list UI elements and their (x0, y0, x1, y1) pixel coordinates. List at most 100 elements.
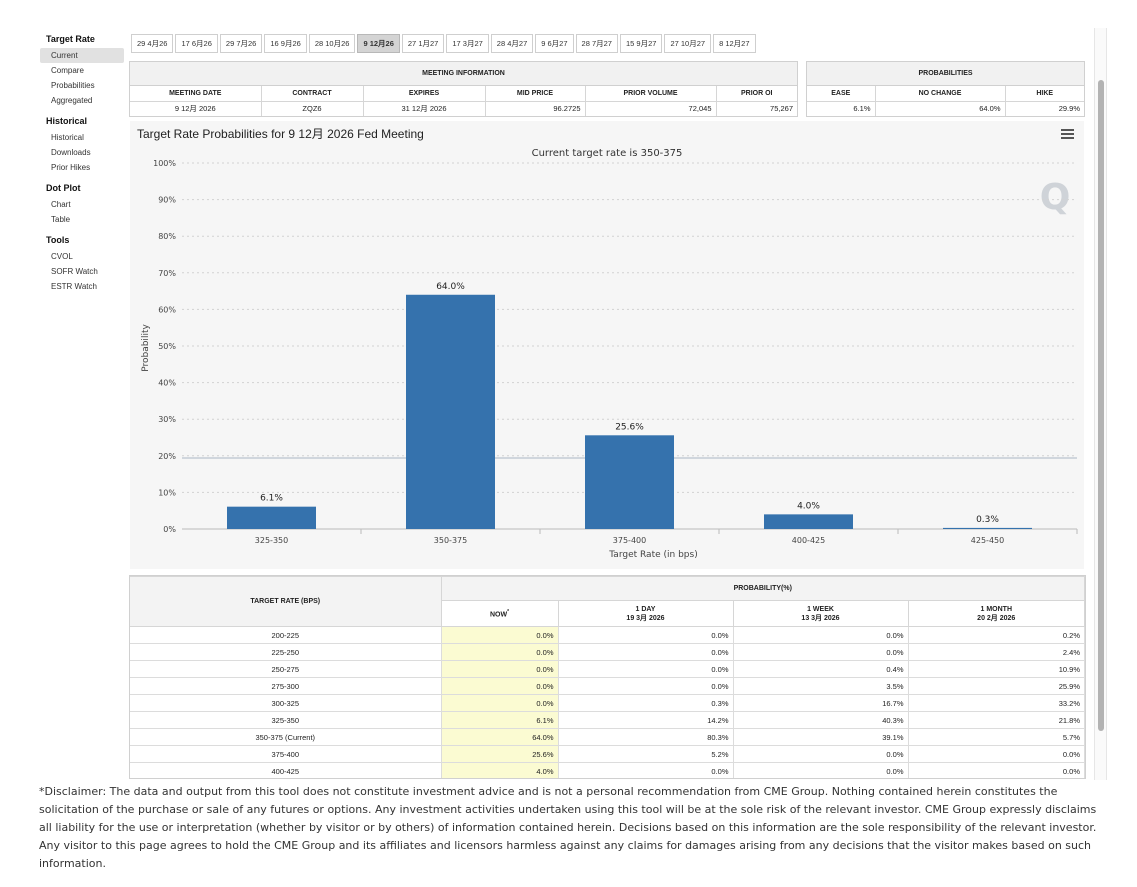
table-row: 400-425 4.0% 0.0% 0.0% 0.0% (130, 762, 1085, 778)
rate-cell: 225-250 (130, 643, 442, 661)
probabilities-panel: PROBABILITIES EASE NO CHANGE HIKE 6.1% 6… (806, 61, 1085, 117)
ease-header: EASE (807, 86, 876, 102)
one-month-cell: 0.0% (907, 745, 1085, 763)
bar (585, 435, 674, 529)
contract-header: CONTRACT (260, 86, 364, 102)
y-tick-label: 80% (158, 232, 176, 241)
one-month-cell: 10.9% (907, 660, 1085, 678)
one-day-cell: 0.0% (557, 660, 734, 678)
now-cell: 0.0% (440, 677, 559, 695)
one-day-cell: 14.2% (557, 711, 734, 729)
meeting-date-tab[interactable]: 28 4月27 (490, 34, 534, 53)
table-row: 350-375 (Current) 64.0% 80.3% 39.1% 5.7% (130, 728, 1085, 746)
one-month-cell: 0.2% (907, 626, 1085, 644)
sidebar-item-compare[interactable]: Compare (51, 66, 84, 75)
x-tick-label: 350-375 (434, 536, 467, 545)
one-month-cell: 0.0% (907, 762, 1085, 778)
disclaimer-text: *Disclaimer: The data and output from th… (39, 785, 1097, 870)
sidebar-item-probabilities[interactable]: Probabilities (51, 81, 95, 90)
one-day-cell: 0.3% (557, 694, 734, 712)
page-scrollbar[interactable] (1094, 28, 1107, 780)
meeting-date-tab[interactable]: 9 12月26 (357, 34, 400, 53)
one-month-cell: 25.9% (907, 677, 1085, 695)
meeting-date-tab[interactable]: 29 7月26 (219, 34, 263, 53)
sidebar-item-table[interactable]: Table (51, 215, 71, 224)
one-week-cell: 0.0% (732, 643, 909, 661)
one-week-cell: 0.0% (732, 626, 909, 644)
probability-column-header: PROBABILITY(%) (440, 576, 1085, 601)
meeting-date-tab[interactable]: 9 6月27 (535, 34, 574, 53)
y-tick-label: 40% (158, 379, 176, 388)
prior-oi-value: 75,267 (715, 100, 797, 116)
probabilities-title: PROBABILITIES (807, 62, 1084, 86)
sidebar-group: Dot Plot Chart Table (40, 183, 124, 227)
sidebar-item-prior-hikes[interactable]: Prior Hikes (51, 163, 91, 172)
ease-value: 6.1% (807, 100, 876, 116)
rate-cell: 350-375 (Current) (130, 728, 442, 746)
table-row: 325-350 6.1% 14.2% 40.3% 21.8% (130, 711, 1085, 729)
no-change-header: NO CHANGE (874, 86, 1006, 102)
meeting-date-tab[interactable]: 28 10月26 (308, 34, 356, 53)
prior-volume-value: 72,045 (584, 100, 717, 116)
sidebar-item-chart[interactable]: Chart (51, 200, 71, 209)
one-week-cell: 40.3% (732, 711, 909, 729)
sidebar-item-current[interactable]: Current (40, 48, 124, 63)
chart-menu-icon[interactable] (1061, 129, 1074, 140)
bar (943, 527, 1032, 529)
one-month-cell: 5.7% (907, 728, 1085, 746)
meeting-date-tab[interactable]: 29 4月26 (131, 34, 174, 53)
sidebar-item-sofr-watch[interactable]: SOFR Watch (51, 267, 98, 276)
sidebar-group-title: Target Rate (46, 34, 95, 44)
y-tick-label: 70% (158, 269, 176, 278)
rate-cell: 300-325 (130, 694, 442, 712)
target-rate-chart: Target Rate Probabilities for 9 12月 2026… (130, 121, 1084, 569)
now-column-header: NOW* (441, 600, 559, 627)
scrollbar-thumb[interactable] (1098, 80, 1104, 731)
meeting-date-tabs: 29 4月26 17 6月26 29 7月26 16 9月26 28 10月26 9 12… (131, 34, 756, 53)
now-cell: 25.6% (440, 745, 559, 763)
sidebar-item-historical[interactable]: Historical (51, 133, 84, 142)
meeting-date-tab[interactable]: 17 3月27 (446, 34, 489, 53)
x-tick-label: 400-425 (792, 536, 825, 545)
rate-cell: 375-400 (130, 745, 442, 763)
meeting-date-value: 9 12月 2026 (130, 100, 262, 116)
rate-cell: 250-275 (130, 660, 442, 678)
prior-volume-header: PRIOR VOLUME (584, 86, 717, 102)
meeting-date-tab[interactable]: 17 6月26 (175, 34, 218, 53)
probability-table: TARGET RATE (BPS) PROBABILITY(%) NOW* 1 … (130, 576, 1085, 778)
meeting-date-tab[interactable]: 27 1月27 (401, 34, 445, 53)
y-axis-label: Probability (141, 324, 151, 372)
meeting-date-tab[interactable]: 15 9月27 (619, 34, 663, 53)
x-axis-label: Target Rate (in bps) (608, 550, 697, 560)
y-tick-label: 10% (158, 488, 176, 497)
sidebar-group-title: Dot Plot (46, 183, 81, 193)
one-week-cell: 39.1% (732, 728, 909, 746)
table-row: 250-275 0.0% 0.0% 0.4% 10.9% (130, 660, 1085, 678)
mid-price-value: 96.2725 (484, 100, 586, 116)
chart-subtitle: Current target rate is 350-375 (532, 148, 683, 159)
now-cell: 0.0% (440, 660, 559, 678)
sidebar-group: Historical Historical Downloads Prior Hikes (40, 116, 124, 175)
one-day-cell: 0.0% (557, 626, 734, 644)
bar (406, 294, 495, 529)
one-day-cell: 0.0% (557, 643, 734, 661)
rate-cell: 200-225 (130, 626, 442, 644)
prior-oi-header: PRIOR OI (715, 86, 797, 102)
no-change-value: 64.0% (874, 100, 1006, 116)
sidebar-item-estr-watch[interactable]: ESTR Watch (51, 282, 97, 291)
meeting-date-tab[interactable]: 28 7月27 (575, 34, 618, 53)
meeting-date-tab[interactable]: 8 12月27 (713, 34, 756, 53)
y-tick-label: 0% (163, 525, 176, 534)
meeting-date-tab[interactable]: 16 9月26 (264, 34, 307, 53)
sidebar-item-downloads[interactable]: Downloads (51, 148, 91, 157)
one-month-cell: 2.4% (907, 643, 1085, 661)
chart-svg: Target Rate Probabilities for 9 12月 2026… (137, 127, 1078, 560)
table-row: 300-325 0.0% 0.3% 16.7% 33.2% (130, 694, 1085, 712)
now-cell: 64.0% (440, 728, 559, 746)
sidebar-item-aggregated[interactable]: Aggregated (51, 96, 93, 105)
sidebar-item-cvol[interactable]: CVOL (51, 252, 73, 261)
mid-price-header: MID PRICE (484, 86, 586, 102)
y-tick-label: 30% (158, 415, 176, 424)
sidebar: Target Rate Current Compare Probabilities Ag… (40, 34, 124, 302)
meeting-date-tab[interactable]: 27 10月27 (664, 34, 712, 53)
